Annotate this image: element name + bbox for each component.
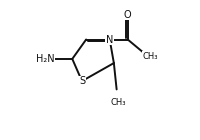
Text: CH₃: CH₃ [111,98,126,107]
Text: S: S [79,76,85,86]
Text: H₂N: H₂N [36,54,55,64]
Text: CH₃: CH₃ [142,52,158,61]
Text: N: N [106,34,113,45]
Text: O: O [124,10,132,20]
